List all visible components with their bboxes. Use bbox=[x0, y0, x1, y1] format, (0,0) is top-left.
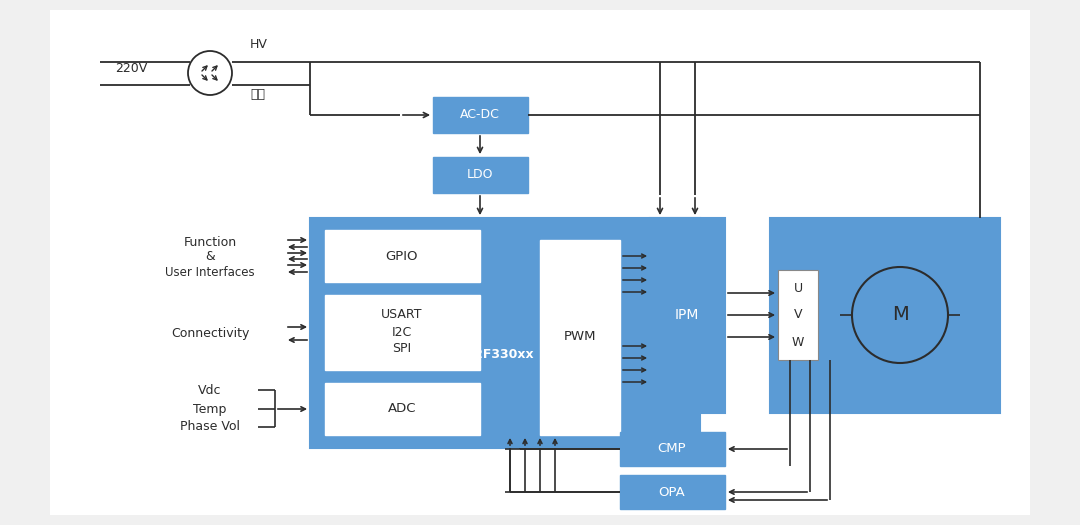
Text: &: & bbox=[205, 250, 215, 264]
Text: GD32F330xx: GD32F330xx bbox=[446, 349, 535, 362]
Bar bbox=[325, 230, 480, 282]
Text: HV: HV bbox=[249, 38, 268, 51]
Bar bbox=[620, 475, 725, 509]
Bar bbox=[620, 432, 725, 466]
Bar bbox=[770, 218, 1000, 413]
Text: PWM: PWM bbox=[564, 331, 596, 343]
Bar bbox=[433, 97, 528, 133]
Bar bbox=[650, 218, 725, 413]
Text: USART: USART bbox=[381, 309, 422, 321]
Text: Vdc: Vdc bbox=[199, 383, 221, 396]
Text: GPIO: GPIO bbox=[386, 249, 418, 262]
Text: U: U bbox=[794, 281, 802, 295]
Bar bbox=[310, 218, 700, 448]
Text: V: V bbox=[794, 309, 802, 321]
Text: I2C: I2C bbox=[392, 326, 413, 339]
Text: ADC: ADC bbox=[388, 403, 416, 415]
Text: Function: Function bbox=[184, 236, 237, 248]
Bar bbox=[433, 157, 528, 193]
Text: 220V: 220V bbox=[114, 61, 147, 75]
Text: SPI: SPI bbox=[392, 342, 411, 355]
Text: 电容: 电容 bbox=[249, 89, 265, 101]
Bar bbox=[540, 240, 620, 435]
Bar bbox=[778, 270, 818, 360]
Text: Temp: Temp bbox=[193, 403, 227, 415]
Bar bbox=[325, 295, 480, 370]
Text: Connectivity: Connectivity bbox=[171, 327, 249, 340]
Text: AC-DC: AC-DC bbox=[460, 109, 500, 121]
Bar bbox=[325, 383, 480, 435]
Text: OPA: OPA bbox=[659, 486, 686, 499]
Text: Phase Vol: Phase Vol bbox=[180, 421, 240, 434]
Text: M: M bbox=[892, 306, 908, 324]
Text: LDO: LDO bbox=[467, 169, 494, 182]
Text: CMP: CMP bbox=[658, 443, 686, 456]
Text: User Interfaces: User Interfaces bbox=[165, 266, 255, 278]
Text: IPM: IPM bbox=[675, 308, 699, 322]
Text: W: W bbox=[792, 335, 805, 349]
